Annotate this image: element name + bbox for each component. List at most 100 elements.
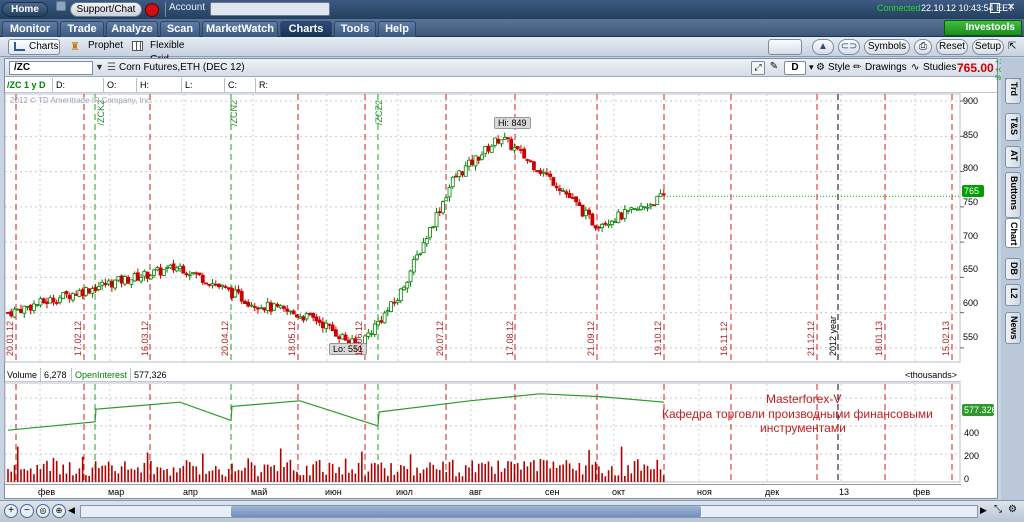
drawings-button[interactable]: ✏ Drawings — [853, 61, 909, 75]
volume-bar — [299, 475, 301, 482]
tab-scan[interactable]: Scan — [160, 21, 200, 37]
tab-marketwatch[interactable]: MarketWatch — [202, 21, 278, 37]
candle-body — [554, 185, 559, 189]
sidebar-tab-db[interactable]: DB — [1005, 258, 1021, 280]
aggregation-button[interactable]: D — [784, 61, 806, 75]
tab-analyze[interactable]: Analyze — [106, 21, 158, 37]
date-label: 21.09.12 — [586, 320, 596, 356]
volume-bar — [442, 461, 444, 482]
setup-button[interactable]: Setup — [972, 39, 1004, 55]
sidebar-tab-trd[interactable]: Trd — [1005, 78, 1021, 104]
tab-trade[interactable]: Trade — [60, 21, 104, 37]
period-label[interactable]: /ZC 1 y D — [5, 78, 53, 92]
tools-icon[interactable]: ✎ — [769, 61, 779, 72]
zoom-out-icon[interactable]: − — [20, 504, 34, 518]
lookup-icon[interactable]: ☰ — [107, 62, 116, 73]
scrollbar-thumb[interactable] — [231, 506, 701, 517]
zoom-icon[interactable]: ⤢ — [751, 61, 765, 75]
reset-button[interactable]: Reset — [936, 39, 968, 55]
symbol-input[interactable]: /ZC — [9, 61, 93, 75]
prophet-subtab[interactable]: ♜ Prophet — [66, 39, 124, 55]
investools-label: Investools — [965, 22, 1015, 33]
tab-monitor[interactable]: Monitor — [2, 21, 58, 37]
volume-bar — [598, 466, 600, 482]
style-caret-icon[interactable]: ▾ — [809, 62, 814, 72]
print-icon[interactable]: ⎙ — [914, 39, 932, 55]
candle-body — [285, 308, 290, 312]
sidebar-tab-chart[interactable]: Chart — [1005, 218, 1021, 248]
symbols-button[interactable]: Symbols — [864, 39, 910, 55]
zoom-in-icon[interactable]: + — [4, 504, 18, 518]
candle-body — [509, 138, 514, 150]
chart-canvas[interactable] — [0, 0, 1000, 500]
candle-body — [22, 305, 27, 314]
volume-bar — [46, 460, 48, 482]
close-icon[interactable]: ✕ — [1007, 2, 1016, 13]
candle-body — [561, 190, 566, 193]
candle-body — [148, 275, 153, 280]
home-button[interactable]: Home — [2, 2, 48, 17]
candle-body — [61, 292, 66, 299]
volume-bar — [120, 466, 123, 482]
style-button[interactable]: ⚙ Style — [816, 61, 852, 75]
support-chat-button[interactable]: Support/Chat — [70, 2, 142, 17]
volume-bar — [91, 467, 94, 482]
date-label: 20.01.12 — [5, 320, 15, 356]
scroll-right-icon[interactable]: ▶ — [980, 505, 987, 515]
studies-button[interactable]: ∿ Studies — [911, 61, 957, 75]
tab-tools[interactable]: Tools — [334, 21, 376, 37]
candle-body — [408, 270, 413, 283]
sidebar-tab-label: T&S — [1009, 117, 1019, 135]
volume-bar — [195, 466, 198, 482]
month-label: апр — [183, 487, 198, 497]
sidebar-tab-l2[interactable]: L2 — [1005, 284, 1021, 306]
volume-bar — [42, 463, 45, 482]
candle-body — [593, 225, 598, 229]
minimize-panel-icon[interactable]: ⇱ — [1008, 41, 1017, 52]
fit-icon[interactable]: ◎ — [36, 504, 50, 518]
candle-body — [87, 288, 92, 294]
volume-bar — [662, 475, 665, 482]
connection-status: Connected — [877, 3, 921, 13]
layout-selector[interactable] — [768, 39, 802, 55]
candle-body — [135, 272, 140, 281]
grid-icon — [132, 41, 143, 51]
price-tick: 700 — [963, 231, 979, 241]
prophet-subtab-label: Prophet — [88, 40, 124, 51]
settings-icon[interactable]: ⚙ — [1008, 504, 1017, 515]
expand-icon[interactable]: ⤡ — [994, 504, 1002, 515]
candle-body — [366, 332, 371, 337]
sidebar-tab-buttons[interactable]: Buttons — [1005, 172, 1021, 218]
candle-body — [204, 282, 208, 285]
scroll-left-icon[interactable]: ◀ — [68, 505, 75, 515]
candle-body — [41, 298, 46, 304]
date-label: 21.12.12 — [806, 320, 816, 356]
link-icon[interactable]: ⊂⊃ — [838, 39, 860, 55]
arrow-icon[interactable] — [56, 1, 66, 11]
investools-button[interactable]: Investools — [944, 20, 1022, 36]
candle-body — [405, 281, 410, 289]
charts-subtab[interactable]: Charts — [8, 39, 60, 55]
candle-body — [12, 308, 17, 318]
candle-body — [282, 306, 286, 309]
candle-body — [207, 283, 212, 286]
bell-icon[interactable]: ▲ — [812, 39, 834, 55]
volume-bar — [409, 454, 412, 482]
sidebar-tab-ts[interactable]: T&S — [1005, 113, 1021, 141]
scrollbar-track[interactable] — [80, 505, 978, 518]
account-select[interactable] — [210, 2, 330, 16]
candle-body — [80, 289, 85, 297]
candle-body — [301, 316, 306, 321]
maximize-icon[interactable] — [990, 3, 1000, 13]
volume-bar — [75, 473, 77, 482]
volume-bar — [354, 473, 357, 482]
tab-help[interactable]: Help — [378, 21, 416, 37]
record-icon[interactable] — [145, 3, 159, 17]
sidebar-tab-news[interactable]: News — [1005, 312, 1021, 344]
symbol-dropdown-icon[interactable]: ▼ — [95, 62, 104, 72]
candle-body — [233, 289, 238, 298]
crosshair-icon[interactable]: ⊕ — [52, 504, 66, 518]
tab-charts[interactable]: Charts — [280, 21, 332, 37]
volume-bar — [156, 467, 159, 482]
sidebar-tab-at[interactable]: AT — [1005, 146, 1021, 168]
